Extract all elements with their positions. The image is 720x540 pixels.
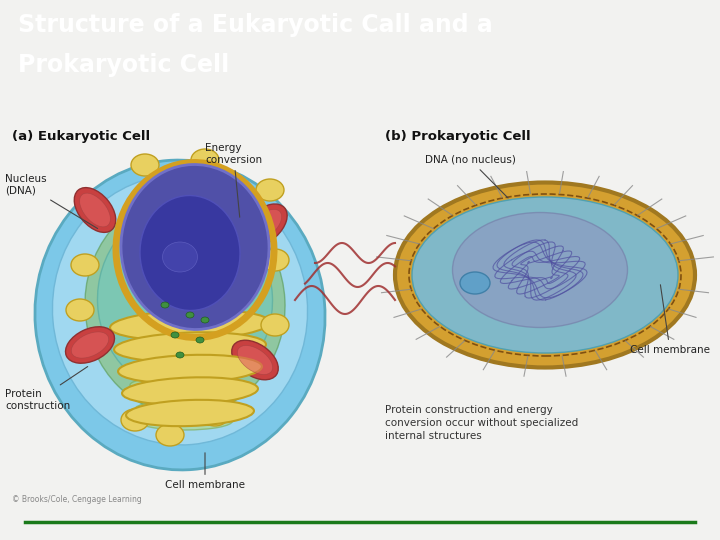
Text: Cell membrane: Cell membrane bbox=[630, 285, 710, 355]
Text: Cell membrane: Cell membrane bbox=[165, 453, 245, 490]
Ellipse shape bbox=[53, 175, 307, 445]
Ellipse shape bbox=[196, 337, 204, 343]
Text: Prokaryotic Cell: Prokaryotic Cell bbox=[18, 53, 229, 77]
Ellipse shape bbox=[176, 352, 184, 358]
Ellipse shape bbox=[126, 400, 254, 426]
Ellipse shape bbox=[66, 327, 114, 363]
Ellipse shape bbox=[71, 332, 109, 358]
Ellipse shape bbox=[412, 197, 678, 353]
Ellipse shape bbox=[140, 195, 240, 310]
Text: Protein construction and energy
conversion occur without specialized
internal st: Protein construction and energy conversi… bbox=[385, 405, 578, 441]
Ellipse shape bbox=[66, 299, 94, 321]
Ellipse shape bbox=[261, 314, 289, 336]
Text: (a) Eukaryotic Cell: (a) Eukaryotic Cell bbox=[12, 130, 150, 143]
Ellipse shape bbox=[256, 179, 284, 201]
Ellipse shape bbox=[161, 302, 169, 308]
Ellipse shape bbox=[201, 404, 229, 426]
Ellipse shape bbox=[191, 149, 219, 171]
Ellipse shape bbox=[163, 242, 197, 272]
Ellipse shape bbox=[97, 205, 273, 395]
Ellipse shape bbox=[131, 154, 159, 176]
Ellipse shape bbox=[232, 340, 278, 380]
Text: Structure of a Eukaryotic Call and a: Structure of a Eukaryotic Call and a bbox=[18, 13, 492, 37]
Ellipse shape bbox=[248, 210, 282, 241]
Ellipse shape bbox=[114, 332, 266, 362]
Ellipse shape bbox=[35, 160, 325, 470]
Text: DNA (no nucleus): DNA (no nucleus) bbox=[425, 155, 516, 198]
Ellipse shape bbox=[395, 183, 695, 368]
Ellipse shape bbox=[188, 375, 222, 426]
Ellipse shape bbox=[121, 409, 149, 431]
Ellipse shape bbox=[460, 272, 490, 294]
Ellipse shape bbox=[74, 187, 116, 232]
Ellipse shape bbox=[135, 400, 235, 418]
Ellipse shape bbox=[201, 317, 209, 323]
Text: Nucleus
(DNA): Nucleus (DNA) bbox=[5, 174, 98, 228]
Ellipse shape bbox=[71, 254, 99, 276]
Ellipse shape bbox=[80, 193, 110, 227]
Text: Energy
conversion: Energy conversion bbox=[205, 144, 262, 217]
Ellipse shape bbox=[193, 381, 217, 420]
Ellipse shape bbox=[171, 332, 179, 338]
Ellipse shape bbox=[130, 376, 240, 394]
Ellipse shape bbox=[238, 346, 273, 375]
Ellipse shape bbox=[122, 377, 258, 404]
Ellipse shape bbox=[132, 388, 238, 406]
Ellipse shape bbox=[121, 165, 269, 329]
Ellipse shape bbox=[138, 412, 233, 430]
Text: Protein
construction: Protein construction bbox=[5, 367, 88, 411]
Text: © Brooks/Cole, Cengage Learning: © Brooks/Cole, Cengage Learning bbox=[12, 495, 142, 504]
Ellipse shape bbox=[186, 312, 194, 318]
Ellipse shape bbox=[452, 213, 628, 327]
Ellipse shape bbox=[110, 310, 270, 340]
Ellipse shape bbox=[261, 249, 289, 271]
Text: (b) Prokaryotic Cell: (b) Prokaryotic Cell bbox=[385, 130, 531, 143]
Ellipse shape bbox=[85, 195, 285, 415]
Ellipse shape bbox=[243, 204, 287, 246]
Ellipse shape bbox=[118, 355, 262, 383]
Ellipse shape bbox=[156, 424, 184, 446]
